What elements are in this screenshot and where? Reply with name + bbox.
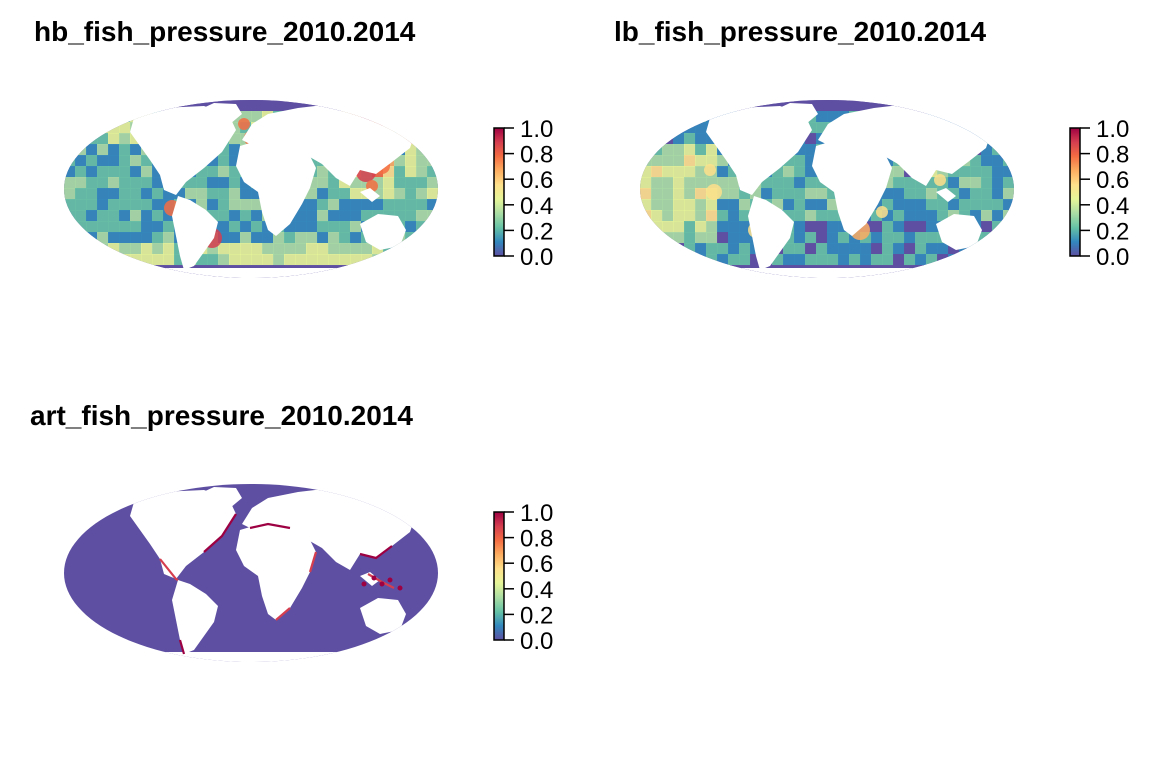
colorbar-tick-label: 1.0 bbox=[520, 500, 553, 527]
map-svg-lb: 1.00.80.60.40.20.0 bbox=[640, 100, 1129, 278]
colorbar-tick-label: 0.8 bbox=[520, 142, 553, 169]
colorbar-tick-label: 0.2 bbox=[520, 602, 553, 629]
map-panel-hb: hb_fish_pressure_2010.2014 1.0 0.8 0.6 0.4 0… bbox=[0, 0, 576, 384]
colorbar-tick-label: 0.2 bbox=[1096, 218, 1129, 245]
colorbar bbox=[493, 511, 505, 641]
world-map-hb bbox=[64, 100, 438, 278]
colorbar-tick-label: 0.2 bbox=[520, 218, 553, 245]
colorbar-tick-label: 0.0 bbox=[520, 244, 553, 271]
ocean-raster bbox=[64, 484, 438, 662]
world-map-art bbox=[64, 484, 438, 662]
map-title-art: art_fish_pressure_2010.2014 bbox=[30, 400, 413, 431]
colorbar-tick-label: 0.6 bbox=[1096, 167, 1129, 194]
colorbar-tick-label: 0.6 bbox=[520, 167, 553, 194]
colorbar-tick-label: 0.0 bbox=[520, 628, 553, 655]
colorbar-legend-art: 1.00.80.60.40.20.0 bbox=[493, 500, 553, 655]
map-title-lb: lb_fish_pressure_2010.2014 bbox=[614, 16, 987, 47]
colorbar bbox=[1069, 127, 1081, 257]
ocean-raster bbox=[640, 100, 1014, 278]
map-title-hb: hb_fish_pressure_2010.2014 bbox=[34, 16, 416, 47]
colorbar-tick-label: 0.8 bbox=[520, 526, 553, 553]
colorbar-legend-lb: 1.00.80.60.40.20.0 bbox=[1069, 116, 1129, 271]
colorbar-tick-label: 0.0 bbox=[1096, 244, 1129, 271]
colorbar-tick-label: 0.4 bbox=[520, 577, 553, 604]
colorbar bbox=[493, 127, 505, 257]
colorbar-tick-label: 1.0 bbox=[1096, 116, 1129, 143]
map-panel-art: art_fish_pressure_2010.2014 1.0 0.8 0.6 0.4… bbox=[0, 384, 576, 768]
colorbar-tick-label: 1.0 bbox=[520, 116, 553, 143]
ocean-raster bbox=[64, 100, 438, 278]
map-svg-art: 1.00.80.60.40.20.0 bbox=[64, 484, 553, 662]
colorbar-tick-label: 0.4 bbox=[1096, 193, 1129, 220]
map-svg-hb: 1.00.80.60.40.20.0 bbox=[64, 100, 553, 278]
world-map-lb bbox=[640, 100, 1014, 278]
map-panel-lb: lb_fish_pressure_2010.2014 1.0 0.8 0.6 0.4 0… bbox=[576, 0, 1152, 384]
colorbar-tick-label: 0.4 bbox=[520, 193, 553, 220]
colorbar-legend-hb: 1.00.80.60.40.20.0 bbox=[493, 116, 553, 271]
colorbar-tick-label: 0.8 bbox=[1096, 142, 1129, 169]
colorbar-tick-label: 0.6 bbox=[520, 551, 553, 578]
